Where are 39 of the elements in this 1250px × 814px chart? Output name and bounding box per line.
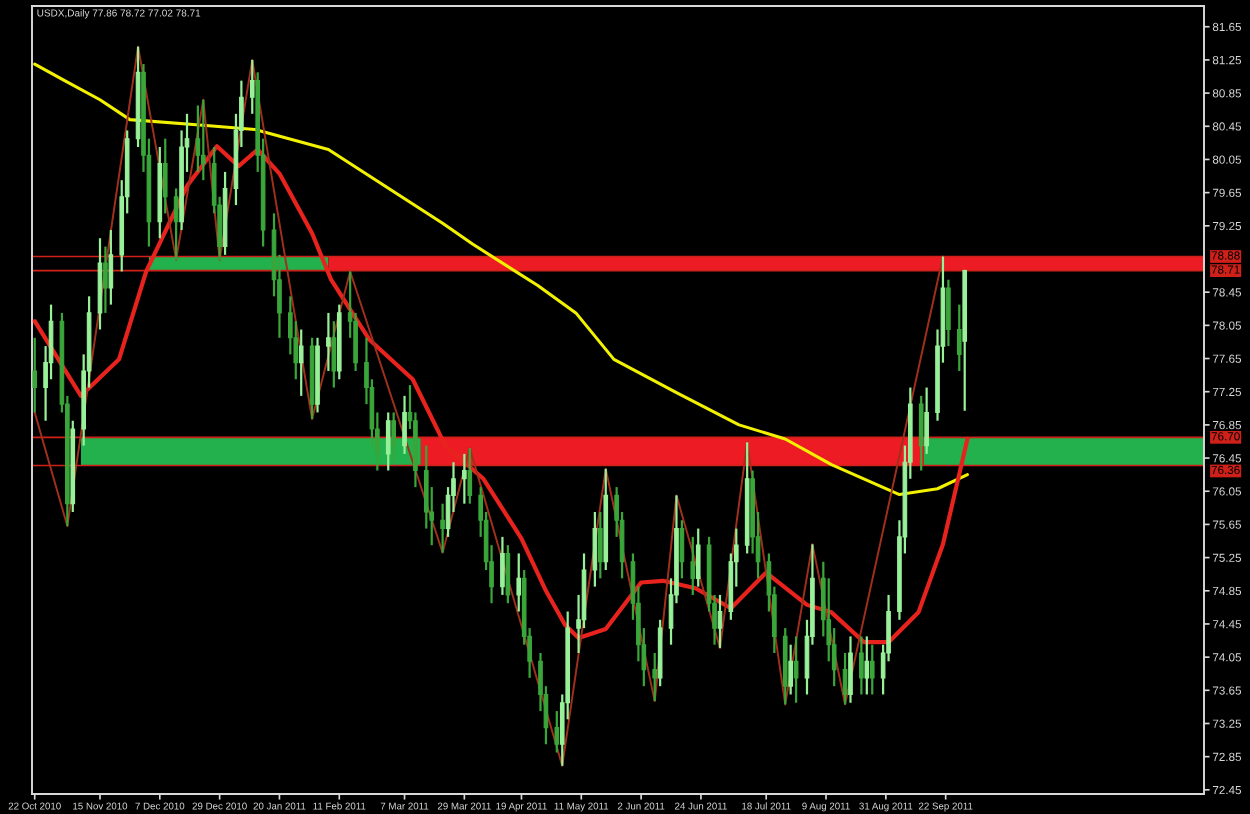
candlestick <box>956 303 962 373</box>
candlestick <box>385 411 391 472</box>
candlestick <box>848 635 853 704</box>
candlestick <box>918 394 924 472</box>
candlestick <box>195 104 201 173</box>
candlestick <box>679 519 685 580</box>
candlestick <box>695 527 701 588</box>
candlestick <box>864 635 870 696</box>
candlestick <box>298 328 304 397</box>
candlestick <box>249 58 255 115</box>
candlestick <box>440 502 445 554</box>
candlestick <box>331 320 337 389</box>
candlestick <box>598 510 603 580</box>
candlestick <box>592 510 598 588</box>
candlestick <box>869 643 875 696</box>
candlestick <box>173 187 179 261</box>
candlestick <box>500 535 505 597</box>
candlestick <box>103 245 108 315</box>
line-series <box>33 45 944 767</box>
candlestick <box>162 137 168 215</box>
candlestick <box>793 635 799 704</box>
candlestick <box>505 544 511 605</box>
candlestick <box>402 394 407 456</box>
candlestick <box>200 98 206 182</box>
candlestick <box>516 552 522 613</box>
candlestick <box>391 411 396 464</box>
candlestick <box>108 228 114 306</box>
candlestick <box>652 651 658 703</box>
candlestick <box>924 386 929 456</box>
line-series <box>33 62 969 497</box>
candlestick <box>946 278 951 348</box>
candlestick <box>554 709 560 754</box>
candlestick <box>690 535 696 597</box>
candlestick <box>32 336 38 414</box>
candlestick <box>788 643 793 696</box>
candlestick <box>467 447 473 505</box>
candlestick <box>859 635 864 696</box>
candlestick <box>462 452 467 505</box>
candlestick <box>326 311 331 373</box>
